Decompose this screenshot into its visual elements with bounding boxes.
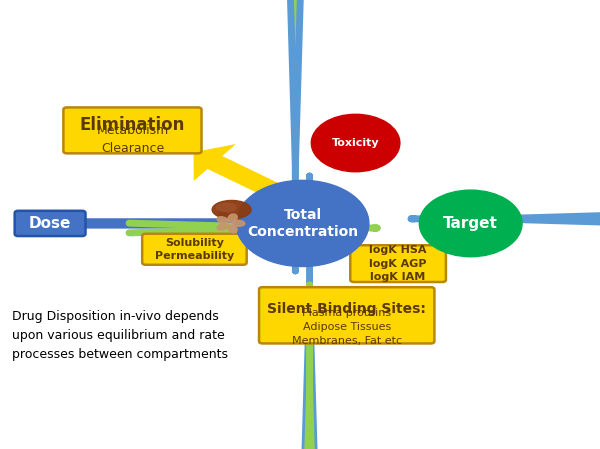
Ellipse shape [217,203,236,211]
Ellipse shape [233,220,245,226]
Text: Metabolism
Clearance: Metabolism Clearance [97,124,169,155]
FancyBboxPatch shape [350,245,446,282]
Polygon shape [82,207,241,239]
Text: Toxicity: Toxicity [332,138,379,148]
FancyBboxPatch shape [259,287,434,343]
FancyBboxPatch shape [64,107,202,154]
Text: Silent Binding Sites:: Silent Binding Sites: [267,302,426,316]
Ellipse shape [228,214,237,222]
Text: Drug Disposition in-vivo depends
upon various equilibrium and rate
processes bet: Drug Disposition in-vivo depends upon va… [12,309,228,361]
FancyBboxPatch shape [142,234,247,265]
Circle shape [311,114,400,172]
Text: Target: Target [443,216,498,231]
Circle shape [236,180,369,267]
Text: Total
Concentration: Total Concentration [247,208,358,238]
Text: Dose: Dose [29,216,71,231]
Text: Elimination: Elimination [80,116,185,134]
Text: logK HSA
logK AGP
logK IAM: logK HSA logK AGP logK IAM [370,246,427,282]
Ellipse shape [228,225,237,233]
Ellipse shape [212,200,251,219]
Circle shape [419,190,522,257]
Polygon shape [194,144,283,198]
Ellipse shape [217,224,229,230]
Text: Plasma proteins
Adipose Tissues
Membranes, Fat etc: Plasma proteins Adipose Tissues Membrane… [292,308,402,346]
Ellipse shape [217,217,229,223]
FancyBboxPatch shape [14,211,86,236]
Text: Solubility
Permeability: Solubility Permeability [155,238,234,261]
